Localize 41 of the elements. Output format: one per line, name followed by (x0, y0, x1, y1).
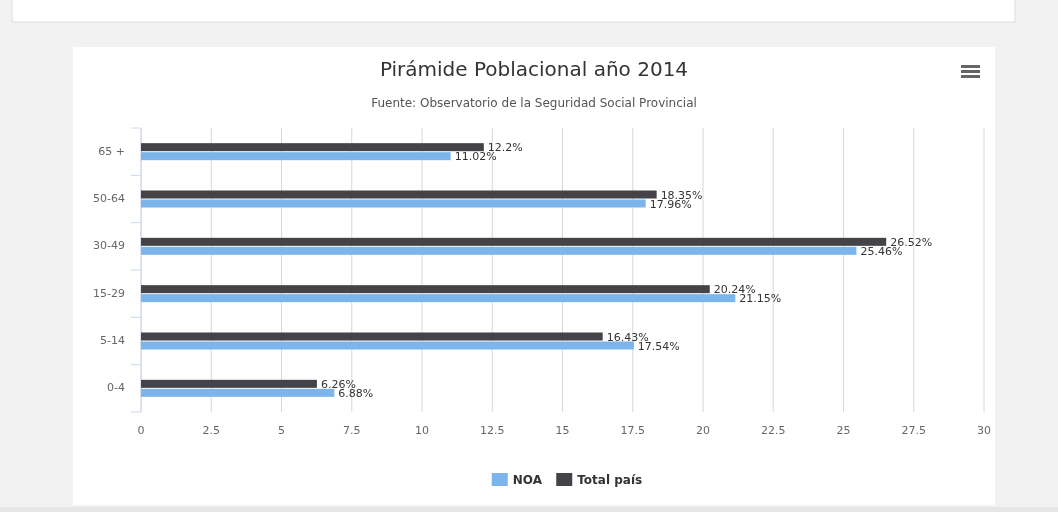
y-tick-label: 65 + (98, 144, 125, 158)
chart-title: Pirámide Poblacional año 2014 (379, 57, 689, 81)
x-tick-label: 27.5 (901, 424, 926, 437)
x-tick-label: 7.5 (343, 424, 361, 437)
bar (141, 294, 736, 303)
x-tick-label: 12.5 (480, 424, 505, 437)
bar (141, 237, 887, 246)
data-label: 17.54% (637, 339, 680, 353)
x-tick-label: 22.5 (761, 424, 786, 437)
x-tick-label: 2.5 (202, 424, 220, 437)
x-tick-label: 15 (555, 424, 570, 437)
bar (141, 199, 646, 208)
bar (141, 285, 710, 294)
data-label: 11.02% (454, 150, 497, 164)
x-tick-label: 20 (696, 424, 710, 437)
data-label: 17.96% (649, 197, 692, 211)
data-label: 21.15% (739, 292, 782, 306)
y-tick-label: 15-29 (93, 286, 125, 300)
y-tick-label: 30-49 (93, 239, 125, 253)
legend-label: Total país (577, 472, 643, 487)
bar (141, 388, 335, 397)
y-tick-label: 5-14 (100, 334, 125, 347)
legend-label: NOA (512, 472, 543, 487)
y-tick-label: 50-64 (93, 192, 125, 205)
x-tick-label: 17.5 (620, 424, 645, 437)
y-tick-label: 0-4 (107, 381, 125, 395)
x-tick-label: 0 (137, 424, 145, 437)
bar (141, 341, 634, 350)
x-tick-label: 25 (836, 424, 851, 437)
data-label: 6.88% (338, 386, 374, 400)
bar (141, 379, 317, 388)
bar (141, 143, 484, 152)
x-tick-label: 5 (278, 424, 285, 437)
bar (141, 190, 657, 199)
x-tick-label: 10 (415, 424, 429, 437)
bar (141, 152, 451, 161)
data-label: 25.46% (860, 244, 903, 258)
bar (141, 332, 603, 341)
bar (141, 246, 857, 255)
x-tick-label: 30 (977, 424, 991, 437)
chart-subtitle: Fuente: Observatorio de la Seguridad Social Provincial (371, 96, 697, 110)
